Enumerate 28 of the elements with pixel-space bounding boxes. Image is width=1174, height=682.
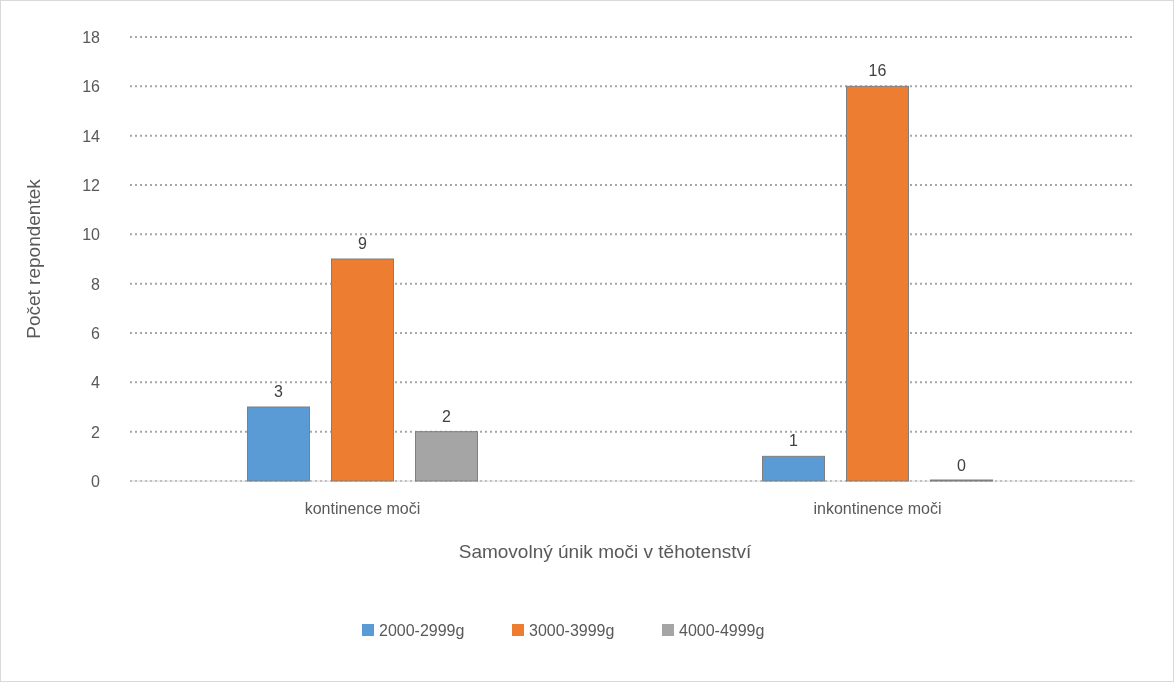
bar	[331, 258, 394, 482]
bar	[415, 431, 478, 482]
x-tick-label: inkontinence moči	[813, 500, 942, 517]
y-tick-label: 18	[82, 29, 101, 46]
data-label: 0	[957, 457, 967, 474]
data-label: 3	[274, 383, 284, 400]
data-label: 9	[358, 235, 368, 252]
y-axis-title: Počet repondentek	[23, 178, 44, 339]
legend-label: 4000-4999g	[679, 622, 765, 639]
data-label: 1	[789, 432, 799, 450]
bar	[762, 455, 825, 482]
y-tick-label: 2	[91, 423, 101, 441]
legend-label: 3000-3999g	[529, 622, 615, 639]
data-label: 2	[442, 407, 452, 425]
y-tick-label: 10	[82, 226, 101, 244]
y-tick-label: 12	[82, 177, 101, 194]
y-tick-label: 14	[82, 127, 101, 145]
bar	[247, 406, 310, 482]
legend-label: 2000-2999g	[379, 622, 465, 639]
bar	[846, 85, 909, 482]
y-tick-label: 4	[91, 374, 101, 392]
x-axis-title: Samovolný únik moči v těhotenství	[458, 541, 752, 562]
data-label: 16	[868, 62, 887, 80]
y-tick-label: 16	[82, 78, 101, 96]
y-tick-label: 0	[91, 473, 101, 490]
y-tick-label: 6	[91, 325, 101, 342]
y-tick-label: 8	[91, 275, 101, 293]
x-tick-label: kontinence moči	[304, 500, 421, 517]
